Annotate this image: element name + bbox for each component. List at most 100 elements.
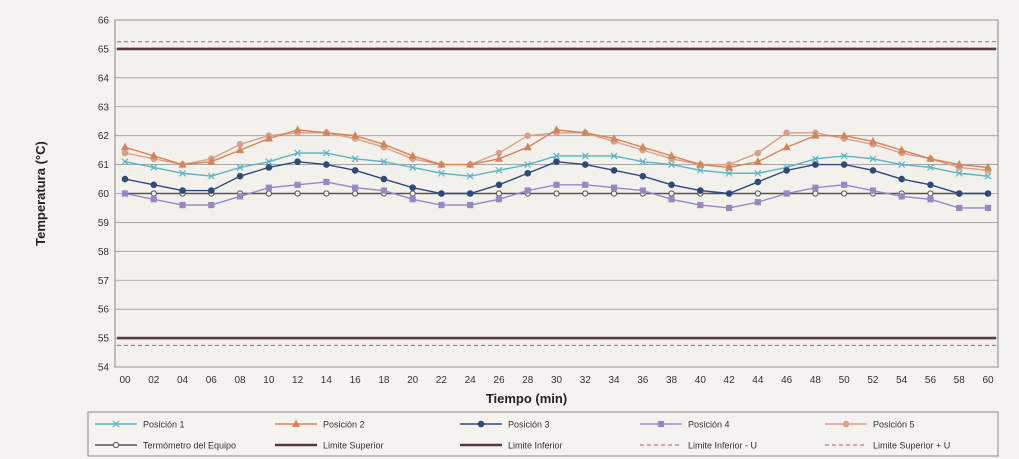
- series-3-point-9: [380, 187, 387, 194]
- series-1-point-13: [494, 154, 504, 162]
- legend-marker-1: [291, 419, 301, 427]
- x-tick-label-17: 34: [608, 375, 620, 386]
- series-1: [120, 125, 993, 171]
- x-tick-label-2: 04: [177, 375, 189, 386]
- legend-label-0: Posición 1: [143, 420, 185, 430]
- series-5-point-19: [668, 190, 675, 197]
- series-1-point-19: [667, 151, 676, 159]
- series-3-point-13: [495, 196, 503, 203]
- series-1-point-16: [581, 128, 590, 136]
- x-tick-label-6: 12: [292, 375, 304, 386]
- x-tick-label-11: 22: [436, 375, 448, 386]
- series-3-point-1: [150, 196, 157, 203]
- series-2-point-24: [812, 161, 819, 168]
- series-3-point-21: [726, 204, 733, 212]
- y-tick-label-4: 58: [98, 247, 110, 258]
- series-1-point-22: [753, 157, 762, 165]
- series-5-point-15: [553, 190, 560, 197]
- series-0-point-24: [811, 155, 819, 163]
- series-0-point-30: [984, 172, 992, 180]
- series-0-point-2: [179, 169, 186, 177]
- legend-marker-4: [842, 420, 850, 428]
- series-2-point-13: [495, 181, 503, 189]
- x-tick-label-3: 06: [206, 375, 218, 386]
- series-2-point-18: [639, 172, 647, 180]
- series-3-point-26: [869, 187, 877, 194]
- y-axis-title: Temperatura (°C): [33, 141, 48, 246]
- legend-label-2: Posición 3: [508, 420, 550, 430]
- y-tick-label-1: 55: [98, 334, 110, 345]
- x-tick-label-5: 10: [263, 375, 275, 386]
- series-2-point-29: [955, 190, 963, 197]
- series-5-point-6: [294, 190, 301, 197]
- series-0-point-21: [725, 169, 733, 177]
- series-0-point-6: [294, 149, 302, 157]
- series-2-point-10: [409, 184, 416, 192]
- y-tick-label-7: 61: [98, 160, 110, 171]
- series-0-point-18: [639, 158, 647, 166]
- series-0-point-3: [207, 172, 215, 180]
- series-3-point-28: [927, 196, 934, 203]
- series-2-point-15: [553, 158, 560, 165]
- series-3-point-24: [812, 184, 819, 191]
- series-1-point-21: [725, 162, 734, 171]
- legend-marker-0: [112, 420, 120, 428]
- series-2-point-30: [984, 190, 992, 197]
- x-tick-label-1: 02: [148, 375, 160, 386]
- series-1-point-30: [983, 162, 993, 171]
- series-0-point-11: [438, 169, 445, 177]
- series-2-point-19: [668, 181, 675, 189]
- series-4-point-22: [754, 149, 762, 157]
- x-tick-label-22: 44: [752, 375, 764, 386]
- series-1-point-2: [178, 160, 187, 168]
- series-1-point-4: [236, 145, 245, 154]
- legend-item-6: Limite Superior: [275, 441, 384, 451]
- series-1-point-27: [897, 145, 906, 154]
- x-tick-label-10: 20: [407, 375, 419, 386]
- series-0-point-12: [466, 172, 474, 180]
- series-2-point-0: [121, 175, 129, 183]
- y-tick-label-3: 57: [98, 276, 110, 287]
- series-3-point-14: [524, 187, 531, 194]
- series-0-point-17: [610, 152, 618, 160]
- legend-label-4: Posición 5: [873, 420, 915, 430]
- series-1-point-8: [351, 131, 360, 139]
- series-0-point-1: [150, 164, 158, 171]
- series-1-point-15: [552, 125, 561, 133]
- series-1-point-29: [955, 160, 964, 168]
- series-2-point-3: [208, 187, 215, 194]
- series-2-point-11: [438, 190, 445, 197]
- x-tick-label-19: 38: [666, 375, 678, 386]
- x-tick-label-13: 26: [493, 375, 505, 386]
- x-axis-title: Tiempo (min): [486, 391, 567, 406]
- x-tick-label-23: 46: [781, 375, 793, 386]
- legend-item-1: Posición 2: [275, 419, 365, 430]
- series-0-point-26: [869, 155, 877, 163]
- series-2-point-2: [179, 187, 186, 194]
- legend-label-5: Termómetro del Equipo: [143, 441, 236, 451]
- series-2-point-23: [783, 167, 790, 174]
- series-3-point-25: [841, 181, 848, 188]
- series-5-point-7: [323, 190, 330, 197]
- x-tick-label-0: 00: [119, 375, 131, 386]
- y-tick-label-0: 54: [98, 363, 110, 374]
- x-tick-label-14: 28: [522, 375, 534, 386]
- series-3-point-27: [898, 193, 905, 200]
- series-1-point-11: [437, 160, 446, 168]
- x-tick-label-12: 24: [465, 375, 477, 386]
- series-2: [121, 158, 992, 197]
- series-1-point-28: [926, 154, 935, 162]
- series-1-point-10: [408, 151, 417, 159]
- legend-item-0: Posición 1: [95, 420, 185, 430]
- series-5-point-25: [841, 190, 848, 197]
- series-3-point-0: [121, 190, 129, 197]
- legend-item-4: Posición 5: [825, 420, 915, 430]
- series-0-point-20: [696, 166, 704, 174]
- y-tick-label-8: 62: [98, 131, 110, 142]
- series-1-point-1: [149, 151, 158, 159]
- series-0-point-15: [553, 152, 560, 160]
- x-tick-label-26: 52: [867, 375, 879, 386]
- series-1-point-7: [322, 128, 331, 136]
